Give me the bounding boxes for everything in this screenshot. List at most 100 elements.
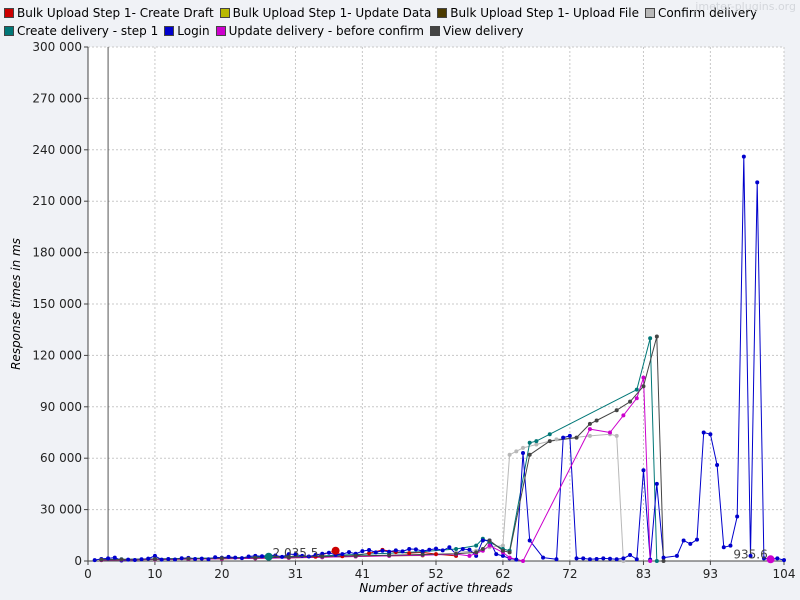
data-point-login bbox=[387, 549, 392, 554]
data-point-login bbox=[152, 553, 157, 558]
legend-item-bulk-upload-step-1-create-draft: Bulk Upload Step 1- Create Draft bbox=[4, 4, 214, 22]
data-point-login bbox=[159, 557, 164, 562]
data-point-login bbox=[654, 481, 659, 486]
data-point-login bbox=[701, 430, 706, 435]
data-point-view-delivery bbox=[574, 435, 579, 440]
data-point-view-delivery bbox=[527, 452, 532, 457]
data-point-view-delivery bbox=[119, 557, 124, 562]
data-point-login bbox=[494, 552, 499, 557]
data-point-login bbox=[373, 550, 378, 555]
data-point-login bbox=[500, 553, 505, 558]
legend-swatch bbox=[164, 26, 175, 36]
data-point-view-delivery bbox=[99, 557, 104, 562]
data-point-login bbox=[233, 555, 238, 560]
data-point-view-delivery bbox=[474, 550, 479, 555]
data-point-login bbox=[206, 557, 211, 562]
data-point-login bbox=[514, 557, 519, 562]
data-point-login bbox=[460, 547, 465, 552]
data-point-create-delivery-step-1 bbox=[534, 439, 539, 444]
data-point-view-delivery bbox=[420, 552, 425, 557]
x-tick-label: 10 bbox=[147, 567, 162, 581]
highlight-marker bbox=[264, 552, 273, 561]
data-point-bulk-upload-step-1-create-draft bbox=[407, 551, 412, 556]
data-point-login bbox=[721, 545, 726, 550]
data-point-login bbox=[674, 553, 679, 558]
data-point-update-delivery-before-confirm bbox=[608, 430, 612, 435]
legend-label: Bulk Upload Step 1- Update Data bbox=[232, 6, 432, 20]
x-tick-label: 41 bbox=[355, 567, 370, 581]
data-point-login bbox=[440, 548, 445, 553]
data-point-login bbox=[527, 538, 532, 543]
y-tick-label: 90 000 bbox=[40, 400, 82, 414]
legend-swatch bbox=[430, 26, 440, 36]
data-point-login bbox=[260, 554, 264, 559]
data-point-bulk-upload-step-1-create-draft bbox=[434, 552, 438, 557]
legend-swatch bbox=[219, 8, 230, 18]
y-tick-label: 180 000 bbox=[32, 246, 82, 260]
legend-label: Confirm delivery bbox=[657, 6, 758, 20]
data-point-login bbox=[581, 556, 586, 561]
data-point-update-delivery-before-confirm bbox=[641, 375, 646, 380]
data-point-login bbox=[741, 154, 746, 159]
data-point-login bbox=[521, 451, 525, 456]
data-point-login bbox=[300, 553, 305, 558]
data-point-create-delivery-step-1 bbox=[654, 559, 659, 563]
data-point-create-delivery-step-1 bbox=[648, 336, 653, 341]
data-point-create-delivery-step-1 bbox=[634, 387, 639, 392]
legend-swatch bbox=[215, 26, 226, 36]
data-point-login bbox=[728, 543, 733, 548]
data-point-update-delivery-before-confirm bbox=[587, 427, 592, 432]
y-tick-label: 270 000 bbox=[32, 91, 82, 105]
data-point-login bbox=[447, 545, 452, 550]
data-point-login bbox=[126, 557, 131, 562]
data-point-login bbox=[755, 180, 760, 185]
data-point-login bbox=[434, 546, 438, 551]
legend-label: Login bbox=[177, 24, 210, 38]
data-point-login bbox=[587, 557, 592, 562]
data-point-login bbox=[567, 433, 572, 438]
data-point-view-delivery bbox=[454, 551, 459, 556]
data-point-update-delivery-before-confirm bbox=[621, 413, 626, 418]
annotations: 2 035.5 935.6 bbox=[273, 546, 768, 562]
data-point-view-delivery bbox=[614, 408, 619, 413]
data-point-login bbox=[480, 538, 485, 543]
legend-swatch bbox=[437, 8, 448, 18]
data-point-create-delivery-step-1 bbox=[474, 543, 479, 548]
data-point-login bbox=[280, 554, 285, 559]
legend-label: Create delivery - step 1 bbox=[17, 24, 159, 38]
x-tick-label: 52 bbox=[428, 567, 443, 581]
data-point-update-delivery-before-confirm bbox=[634, 396, 639, 401]
x-tick-label: 20 bbox=[214, 567, 229, 581]
x-tick-label: 83 bbox=[636, 567, 651, 581]
legend-swatch bbox=[4, 8, 14, 18]
data-point-update-delivery-before-confirm bbox=[521, 559, 525, 563]
data-point-login bbox=[347, 550, 351, 555]
data-point-bulk-upload-step-1-create-draft bbox=[367, 551, 372, 556]
data-point-update-delivery-before-confirm bbox=[648, 559, 653, 563]
data-point-login bbox=[360, 549, 365, 554]
data-point-login bbox=[715, 463, 720, 468]
chart-legend: Bulk Upload Step 1- Create Draft Bulk Upl… bbox=[4, 4, 796, 40]
y-tick-label: 210 000 bbox=[32, 194, 82, 208]
data-point-view-delivery bbox=[219, 556, 224, 561]
data-point-login bbox=[246, 554, 251, 559]
data-point-login bbox=[193, 556, 198, 561]
data-point-login bbox=[708, 432, 713, 437]
legend-label: Bulk Upload Step 1- Upload File bbox=[450, 6, 639, 20]
data-point-login bbox=[139, 557, 144, 562]
data-point-login bbox=[400, 549, 405, 554]
data-point-view-delivery bbox=[661, 559, 666, 563]
data-point-login bbox=[286, 552, 291, 557]
data-point-login bbox=[608, 556, 612, 561]
data-point-view-delivery bbox=[628, 399, 633, 404]
data-point-confirm-delivery bbox=[514, 449, 519, 454]
grid bbox=[87, 46, 785, 562]
data-point-confirm-delivery bbox=[507, 452, 512, 457]
data-point-view-delivery bbox=[547, 439, 552, 444]
legend-label: Update delivery - before confirm bbox=[228, 24, 424, 38]
legend-item-login: Login bbox=[164, 22, 210, 40]
data-point-login bbox=[179, 556, 184, 561]
data-point-view-delivery bbox=[654, 334, 659, 339]
x-tick-label: 93 bbox=[703, 567, 718, 581]
